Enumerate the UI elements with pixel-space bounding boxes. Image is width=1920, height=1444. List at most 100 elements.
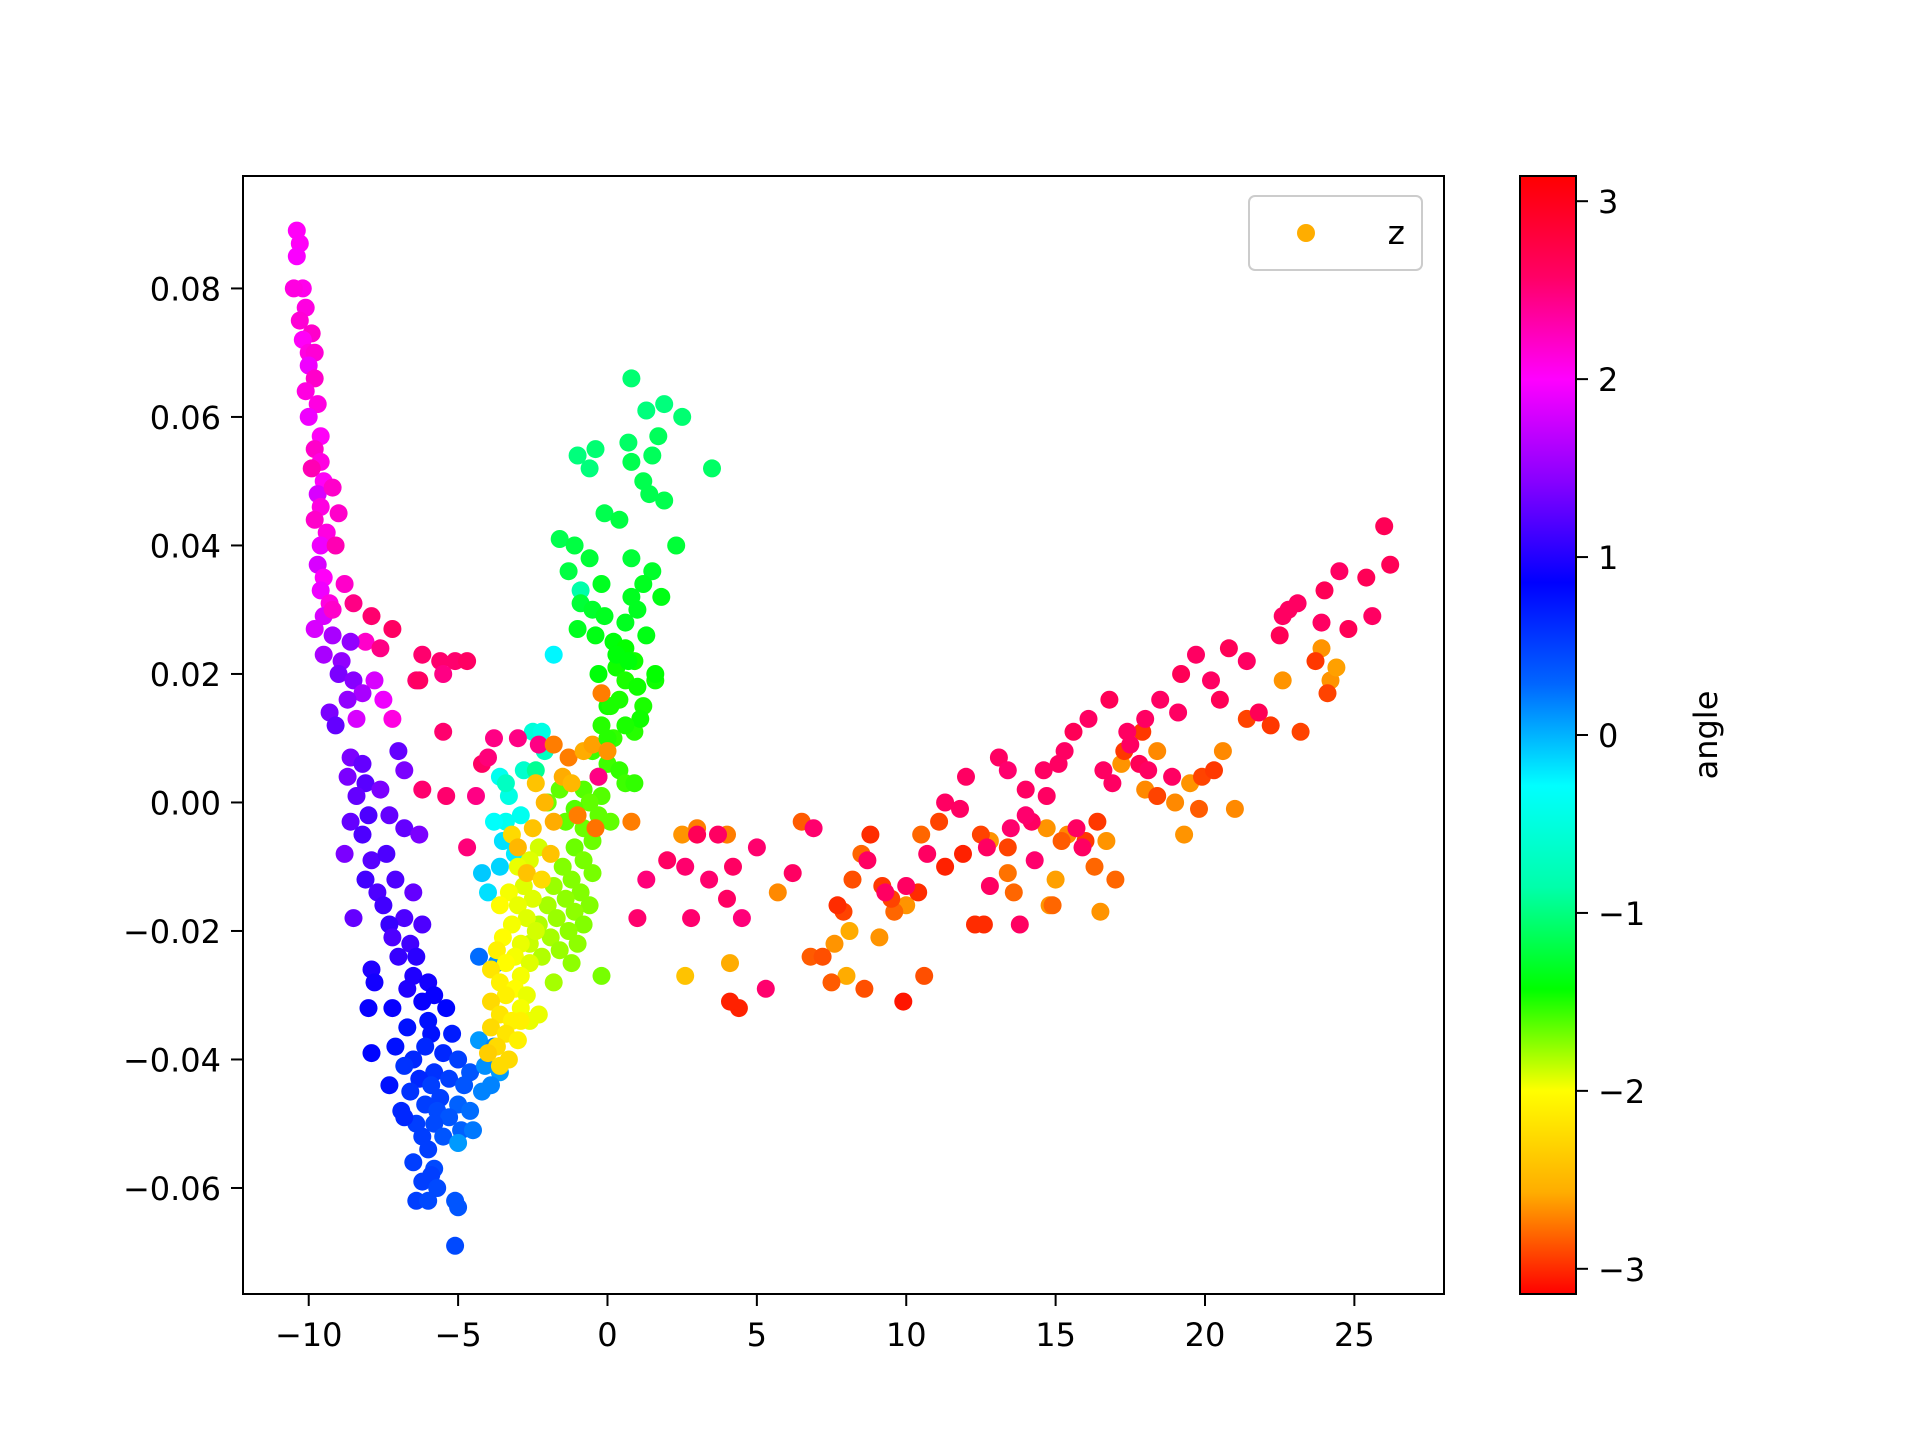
legend-marker	[1297, 224, 1315, 242]
data-point	[628, 909, 647, 928]
data-point	[446, 1236, 465, 1255]
data-point	[828, 896, 847, 915]
data-point	[544, 812, 563, 831]
data-point	[395, 1108, 414, 1127]
data-point	[1079, 709, 1098, 728]
data-point	[1273, 671, 1292, 690]
colorbar-tick-label: −3	[1598, 1251, 1645, 1289]
data-point	[311, 536, 330, 555]
data-point	[404, 883, 423, 902]
data-point	[628, 677, 647, 696]
y-tick-label: 0.00	[150, 784, 221, 822]
data-point	[688, 825, 707, 844]
data-point	[1270, 626, 1289, 645]
data-point	[655, 395, 674, 414]
data-point	[544, 735, 563, 754]
data-point	[547, 909, 566, 928]
data-point	[311, 581, 330, 600]
data-point	[362, 1044, 381, 1063]
data-point	[365, 671, 384, 690]
data-point	[428, 1179, 447, 1197]
data-point	[562, 954, 581, 973]
data-point	[464, 1121, 482, 1140]
data-point	[951, 799, 969, 818]
data-point	[1100, 690, 1119, 709]
data-point	[592, 575, 611, 593]
data-point	[598, 742, 617, 761]
data-point	[502, 915, 521, 934]
data-point	[359, 806, 378, 825]
data-point	[804, 819, 823, 838]
data-point	[356, 632, 375, 651]
data-point	[511, 1011, 530, 1030]
data-point	[1148, 787, 1167, 805]
data-point	[517, 909, 536, 928]
data-point	[1148, 742, 1167, 761]
data-point	[1016, 806, 1035, 825]
data-point	[284, 279, 303, 298]
data-point	[395, 819, 414, 838]
data-point	[768, 883, 787, 902]
data-point	[1381, 555, 1400, 574]
data-point	[479, 748, 497, 767]
data-point	[998, 838, 1017, 857]
data-point	[482, 992, 500, 1011]
y-axis: 0.08 0.06 0.04 0.02 0.00 −0.02 −0.04 −0.06	[123, 270, 243, 1208]
data-point	[1357, 568, 1376, 587]
data-point	[314, 645, 333, 664]
data-point	[598, 729, 617, 748]
data-point	[580, 896, 599, 915]
data-point	[287, 247, 306, 266]
data-point	[482, 1076, 500, 1095]
data-point	[482, 1018, 500, 1037]
data-point	[529, 735, 548, 754]
data-point	[323, 478, 342, 497]
data-point	[1306, 652, 1325, 671]
colorbar-tick-label: 3	[1598, 183, 1618, 221]
data-point	[637, 870, 656, 889]
data-point	[1097, 832, 1116, 850]
data-point	[700, 870, 719, 889]
data-point	[308, 395, 327, 414]
data-point	[541, 844, 560, 863]
data-point	[326, 716, 345, 735]
data-point	[526, 761, 545, 780]
data-point	[586, 819, 605, 838]
data-point	[1237, 652, 1256, 671]
data-point	[538, 896, 557, 915]
data-point	[565, 838, 584, 857]
data-point	[954, 844, 972, 863]
data-point	[601, 697, 620, 716]
data-point	[721, 954, 739, 973]
data-point	[458, 652, 477, 671]
data-point	[646, 665, 665, 683]
x-tick-label: 5	[747, 1316, 767, 1354]
data-point	[1273, 607, 1292, 626]
data-point	[508, 1031, 527, 1050]
data-point	[395, 1056, 414, 1075]
data-point	[724, 857, 742, 876]
data-point	[499, 883, 518, 902]
data-point	[1004, 883, 1023, 902]
data-point	[574, 851, 593, 870]
data-point	[1085, 857, 1104, 876]
data-point	[1043, 896, 1062, 915]
data-point	[703, 459, 721, 478]
data-point	[302, 459, 321, 478]
legend: z	[1248, 195, 1423, 271]
data-point	[1016, 780, 1035, 799]
data-point	[1025, 851, 1044, 870]
data-point	[290, 311, 309, 330]
data-point	[479, 1044, 497, 1063]
data-point	[980, 877, 999, 895]
data-point	[936, 857, 955, 876]
data-point	[389, 742, 408, 761]
data-point	[721, 992, 739, 1011]
data-point	[487, 941, 506, 960]
data-point	[419, 1140, 438, 1159]
data-point	[822, 973, 841, 992]
data-point	[998, 864, 1017, 883]
data-point	[843, 870, 862, 889]
data-point	[467, 787, 485, 805]
data-point	[861, 825, 880, 844]
